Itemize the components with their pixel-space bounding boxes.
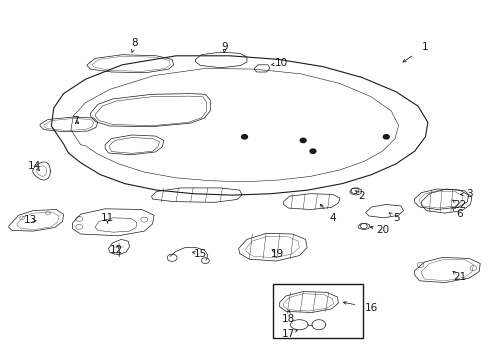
Text: 21: 21 — [452, 272, 466, 282]
Text: 8: 8 — [131, 38, 138, 48]
Text: 1: 1 — [421, 42, 428, 52]
Text: 2: 2 — [358, 191, 365, 201]
Text: 7: 7 — [72, 116, 79, 126]
Text: 9: 9 — [221, 42, 228, 52]
Circle shape — [241, 135, 247, 139]
Text: 18: 18 — [281, 314, 295, 324]
Circle shape — [309, 149, 315, 153]
Text: 10: 10 — [274, 58, 287, 68]
Text: 4: 4 — [328, 213, 335, 223]
Text: 16: 16 — [364, 303, 378, 313]
Text: 13: 13 — [23, 215, 37, 225]
Text: 20: 20 — [375, 225, 388, 235]
Text: 11: 11 — [101, 213, 114, 223]
Bar — [272, 284, 363, 338]
Text: 19: 19 — [270, 249, 284, 259]
Text: 3: 3 — [465, 189, 472, 199]
Text: 14: 14 — [27, 161, 41, 171]
Circle shape — [300, 138, 305, 143]
Text: 17: 17 — [281, 329, 295, 339]
Text: 22: 22 — [452, 200, 466, 210]
Text: 15: 15 — [193, 249, 207, 259]
Text: 12: 12 — [109, 245, 123, 255]
Text: 6: 6 — [455, 209, 462, 219]
Circle shape — [383, 135, 388, 139]
Text: 5: 5 — [392, 213, 399, 223]
